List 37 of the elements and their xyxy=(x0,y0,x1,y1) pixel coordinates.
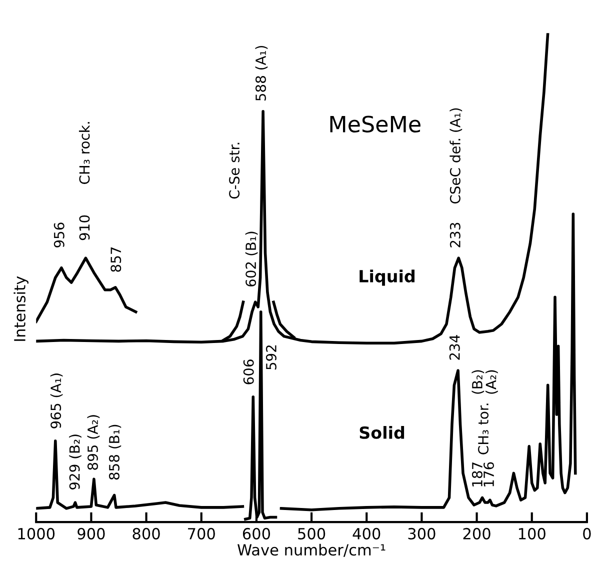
annotation: 233 xyxy=(450,222,460,248)
x-tick-label: 500 xyxy=(298,528,326,540)
annotation: (A₂) xyxy=(486,370,498,394)
annotation: CH₃ tor. xyxy=(478,404,489,454)
x-tick-label: 900 xyxy=(78,528,105,540)
x-tick-label: 800 xyxy=(132,528,160,540)
annotation: 956 xyxy=(54,222,64,248)
annotation: CH₃ rock. xyxy=(78,122,90,184)
x-axis-title: Wave number/cm⁻¹ xyxy=(238,544,386,557)
x-tick-label: 1000 xyxy=(18,528,55,540)
annotation: Solid xyxy=(360,426,404,439)
x-tick-label: 300 xyxy=(408,528,436,540)
annotation: 858 (B₁) xyxy=(108,424,122,480)
annotation: 895 (A₂) xyxy=(87,415,100,470)
x-tick-label: 0 xyxy=(583,528,591,540)
annotation: 602 (B₁) xyxy=(245,232,258,286)
annotation: C-Se str. xyxy=(229,142,240,199)
annotation: 606 xyxy=(243,360,254,384)
annotation: 176 xyxy=(484,462,494,486)
text: MeSeMe xyxy=(330,116,420,133)
annotation: 965 (A₁) xyxy=(50,374,63,428)
annotation: 592 xyxy=(266,345,276,370)
annotation: 187 xyxy=(472,462,482,486)
annotation: 588 (A₁) xyxy=(255,46,268,101)
annotation: Liquid xyxy=(360,270,414,286)
x-tick-label: 400 xyxy=(352,528,380,540)
annotation: (B₂) xyxy=(472,370,484,394)
annotation: 929 (B₂) xyxy=(69,434,82,490)
annotation: 234 xyxy=(449,335,460,360)
y-axis-title: Intensity xyxy=(14,276,28,341)
annotation: 857 xyxy=(110,247,122,272)
annotation: CSeC def. (A₁) xyxy=(450,108,462,204)
x-tick-label: 100 xyxy=(518,528,546,540)
x-tick-label: 600 xyxy=(242,528,270,540)
x-tick-label: 700 xyxy=(188,528,215,540)
annotation: 910 xyxy=(79,215,90,240)
x-tick-label: 200 xyxy=(463,528,490,540)
